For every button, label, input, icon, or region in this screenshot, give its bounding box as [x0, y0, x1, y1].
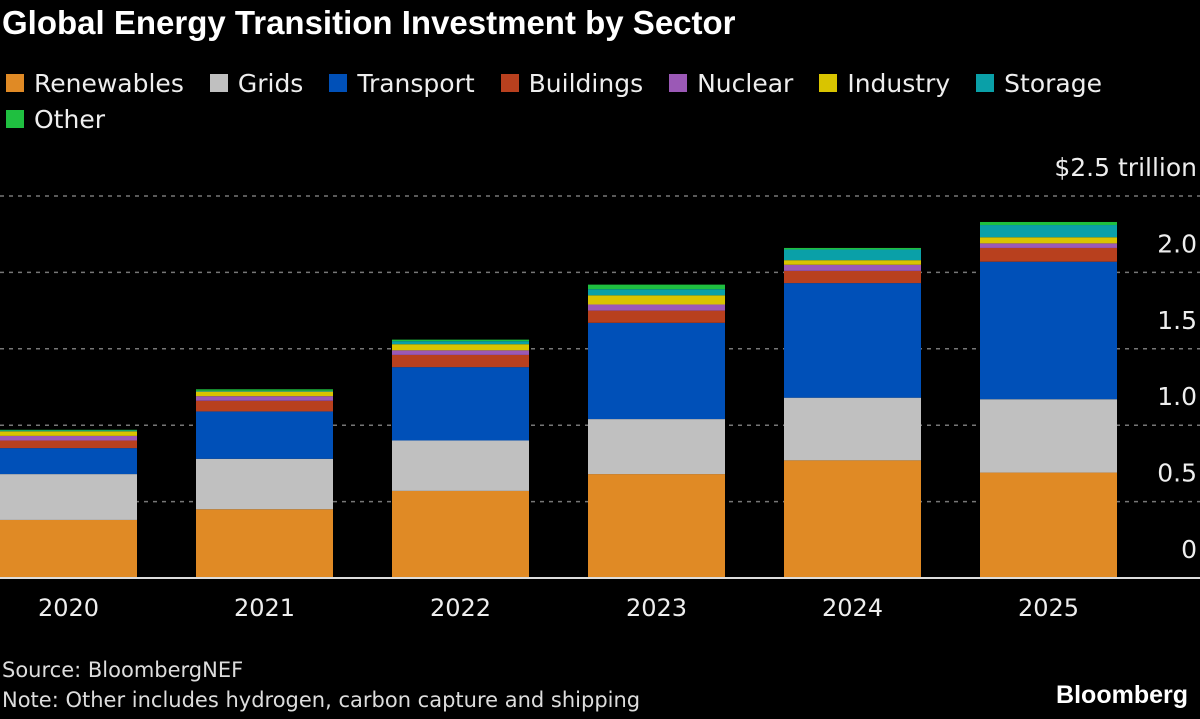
- bar-segment-storage-2022: [392, 341, 529, 345]
- legend-swatch: [209, 74, 228, 92]
- y-tick-label: 0: [1181, 535, 1197, 564]
- bar-segment-nuclear-2020: [0, 435, 137, 441]
- note-text: Note: Other includes hydrogen, carbon ca…: [2, 688, 641, 712]
- legend-item: Grids: [209, 68, 304, 98]
- bar-segment-buildings-2022: [392, 354, 529, 368]
- legend-swatch: [669, 74, 688, 92]
- x-tick-label: 2024: [822, 594, 883, 622]
- legend-label: Renewables: [34, 68, 184, 98]
- bar-segment-transport-2020: [0, 448, 137, 475]
- legend-item: Industry: [819, 68, 950, 98]
- legend: Renewables Grids Transport Buildings Nuclear…: [6, 68, 1196, 134]
- legend-swatch: [976, 74, 995, 92]
- bar-segment-storage-2021: [196, 390, 333, 392]
- bar-segment-transport-2024: [784, 283, 921, 398]
- legend-item: Other: [6, 104, 105, 134]
- bar-segment-transport-2023: [588, 322, 725, 420]
- legend-label: Nuclear: [697, 68, 794, 98]
- y-tick-label: 2.0: [1157, 229, 1197, 258]
- bar-segment-other-2024: [784, 247, 921, 250]
- bar-segment-grids-2025: [980, 399, 1117, 473]
- legend-item: Renewables: [6, 68, 184, 98]
- bar-segment-industry-2025: [980, 237, 1117, 244]
- bar-segment-nuclear-2022: [392, 350, 529, 355]
- bar-segment-renewables-2020: [0, 519, 137, 578]
- bar-segment-industry-2023: [588, 295, 725, 305]
- bar-segment-grids-2020: [0, 474, 137, 520]
- legend-item: Transport: [329, 68, 475, 98]
- bar-segment-grids-2023: [588, 419, 725, 475]
- x-tick-label: 2023: [626, 594, 687, 622]
- bar-segment-buildings-2025: [980, 247, 1117, 262]
- bar-segment-buildings-2021: [196, 400, 333, 412]
- bar-segment-grids-2022: [392, 440, 529, 491]
- x-tick-label: 2020: [38, 594, 99, 622]
- legend-item: Nuclear: [669, 68, 793, 98]
- legend-swatch: [329, 74, 348, 92]
- source-text: Source: BloombergNEF: [2, 658, 244, 682]
- bar-segment-storage-2024: [784, 249, 921, 261]
- legend-label: Storage: [1004, 68, 1102, 98]
- bar-segment-industry-2021: [196, 391, 333, 397]
- y-tick-label: 0.5: [1157, 459, 1197, 488]
- bar-segment-buildings-2024: [784, 270, 921, 284]
- bar-segment-nuclear-2024: [784, 264, 921, 271]
- y-tick-label: $2.5 trillion: [1054, 153, 1197, 182]
- footnotes: Source: BloombergNEF Note: Other include…: [2, 655, 640, 715]
- bar-segment-industry-2020: [0, 431, 137, 436]
- bar-segment-grids-2024: [784, 397, 921, 461]
- chart-title: Global Energy Transition Investment by S…: [2, 4, 736, 41]
- bar-segment-storage-2023: [588, 289, 725, 296]
- bar-segment-transport-2025: [980, 261, 1117, 400]
- bloomberg-logo: Bloomberg: [1056, 681, 1188, 709]
- legend-item: Storage: [976, 68, 1102, 98]
- legend-swatch: [819, 74, 838, 92]
- bar-segment-other-2022: [392, 339, 529, 342]
- bar-segment-renewables-2024: [784, 460, 921, 578]
- bar-segment-transport-2021: [196, 411, 333, 459]
- legend-label: Grids: [237, 68, 304, 98]
- legend-swatch: [500, 74, 519, 92]
- bar-segment-grids-2021: [196, 458, 333, 510]
- bar-segment-buildings-2020: [0, 440, 137, 449]
- bar-segment-nuclear-2023: [588, 304, 725, 311]
- bar-segment-renewables-2025: [980, 472, 1117, 578]
- bar-segment-storage-2020: [0, 430, 137, 432]
- bar-segment-renewables-2021: [196, 509, 333, 578]
- y-tick-label: 1.5: [1157, 306, 1197, 335]
- bar-segment-renewables-2023: [588, 474, 725, 578]
- x-tick-label: 2022: [430, 594, 491, 622]
- legend-label: Industry: [847, 68, 951, 98]
- bar-segment-storage-2025: [980, 225, 1117, 238]
- bar-segment-buildings-2023: [588, 310, 725, 323]
- bar-segment-other-2020: [0, 429, 137, 431]
- bar-segment-nuclear-2025: [980, 243, 1117, 248]
- bar-segment-other-2021: [196, 389, 333, 391]
- bar-segment-other-2025: [980, 221, 1117, 226]
- bar-segment-nuclear-2021: [196, 396, 333, 401]
- x-tick-label: 2021: [234, 594, 295, 622]
- y-tick-label: 1.0: [1157, 382, 1197, 411]
- legend-label: Buildings: [528, 68, 644, 98]
- bar-segment-renewables-2022: [392, 490, 529, 578]
- legend-swatch: [6, 74, 24, 92]
- bar-segment-industry-2022: [392, 344, 529, 351]
- bar-segment-transport-2022: [392, 367, 529, 441]
- bar-segment-industry-2024: [784, 260, 921, 265]
- legend-label: Transport: [357, 68, 475, 98]
- bar-segment-other-2023: [588, 284, 725, 290]
- legend-item: Buildings: [500, 68, 644, 98]
- x-tick-label: 2025: [1018, 594, 1079, 622]
- legend-label: Other: [34, 104, 105, 134]
- legend-swatch: [6, 110, 24, 128]
